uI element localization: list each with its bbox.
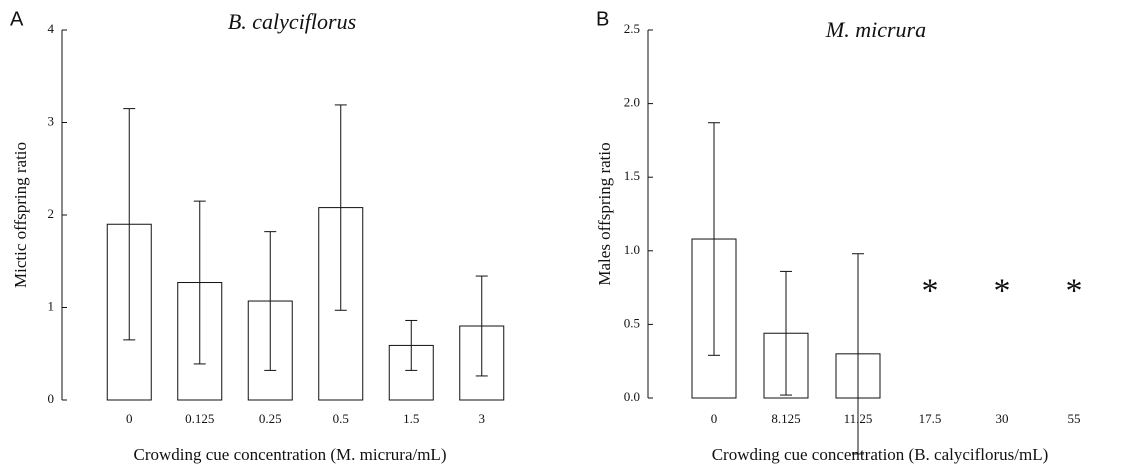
y-axis-label: Mictic offspring ratio	[11, 142, 30, 288]
x-tick-label: 1.5	[403, 411, 419, 426]
x-tick-label: 30	[996, 411, 1009, 426]
y-tick-label: 1.0	[624, 242, 640, 257]
x-axis-label: Crowding cue concentration (M. micrura/m…	[134, 445, 447, 464]
annotation: *	[1066, 272, 1083, 309]
y-tick-label: 4	[48, 21, 55, 36]
x-tick-label: 8.125	[771, 411, 800, 426]
x-tick-label: 0	[711, 411, 718, 426]
y-axis-label: Males offspring ratio	[595, 142, 614, 285]
x-tick-label: 0.125	[185, 411, 214, 426]
annotation: *	[922, 272, 939, 309]
y-tick-label: 0.5	[624, 315, 640, 330]
y-tick-label: 2.0	[624, 95, 640, 110]
x-tick-label: 0	[126, 411, 133, 426]
x-tick-label: 0.25	[259, 411, 282, 426]
chart-title: B. calyciflorus	[228, 9, 356, 34]
x-tick-label: 55	[1068, 411, 1081, 426]
x-tick-label: 17.5	[919, 411, 942, 426]
panel-label: A	[10, 8, 24, 30]
x-tick-label: 0.5	[333, 411, 349, 426]
chart-title: M. micrura	[825, 17, 926, 42]
y-tick-label: 3	[48, 113, 55, 128]
y-tick-label: 0	[48, 391, 55, 406]
y-tick-label: 2	[48, 206, 55, 221]
panel-label: B	[596, 8, 609, 30]
y-tick-label: 1.5	[624, 168, 640, 183]
annotation: *	[994, 272, 1011, 309]
x-axis-label: Crowding cue concentration (B. calyciflo…	[712, 445, 1049, 464]
x-tick-label: 3	[479, 411, 486, 426]
y-tick-label: 1	[48, 298, 55, 313]
y-tick-label: 0.0	[624, 389, 640, 404]
y-tick-label: 2.5	[624, 21, 640, 36]
